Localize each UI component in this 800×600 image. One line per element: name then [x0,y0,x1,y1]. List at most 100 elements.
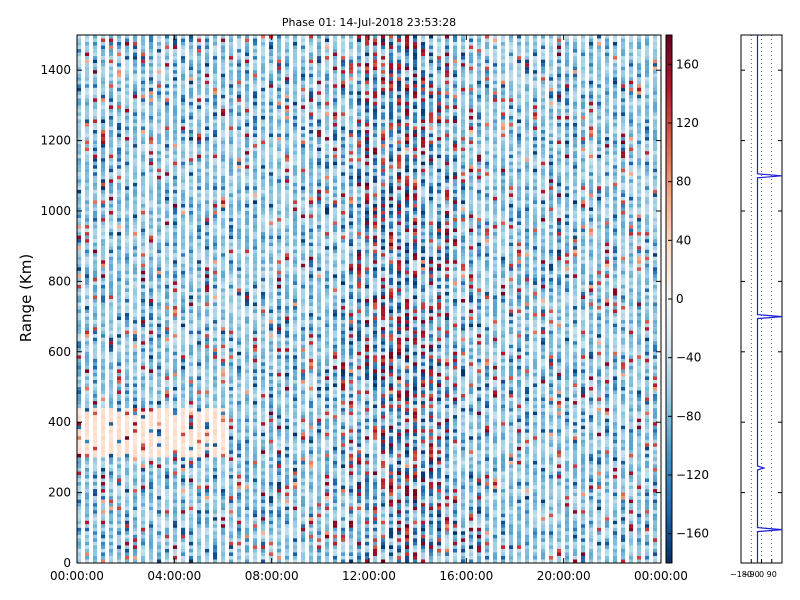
heatmap-cell [237,267,242,271]
heatmap-cell [221,496,226,500]
heatmap-cell [277,161,282,166]
heatmap-cell [277,545,282,550]
heatmap-cell [181,218,186,222]
heatmap-cell [333,372,338,377]
heatmap-cell [189,260,194,264]
heatmap-cell [245,478,250,483]
heatmap-cell [165,337,170,342]
heatmap-cell [301,277,306,282]
heatmap-cell [293,80,298,85]
heatmap-cell [109,281,114,286]
heatmap-cell [341,59,346,64]
heatmap-cell [109,228,114,233]
heatmap-cell [301,115,306,120]
heatmap-cell [149,534,154,539]
heatmap-cell [221,520,226,525]
heatmap-cell [325,313,330,317]
heatmap-cell [141,534,146,539]
heatmap-cell [317,101,322,106]
heatmap-cell [149,38,154,43]
heatmap-cell [109,379,114,384]
heatmap-cell [157,130,162,134]
heatmap-cell [125,422,130,426]
heatmap-cell [85,246,90,250]
heatmap-cell [285,253,290,257]
heatmap-cell [133,425,138,430]
heatmap-cell [253,172,258,176]
heatmap-cell [317,394,322,398]
heatmap-cell [133,365,138,370]
heatmap-cell [165,123,170,127]
heatmap-cell [261,527,266,532]
heatmap-cell [149,309,154,314]
heatmap-cell [333,401,338,405]
heatmap-cell [189,63,194,67]
heatmap-cell [245,302,250,307]
heatmap-cell [221,541,226,546]
heatmap-cell [149,394,154,398]
heatmap-cell [85,436,90,440]
heatmap-cell [141,313,146,317]
heatmap-cell [133,115,138,120]
heatmap-cell [157,545,162,550]
heatmap-cell [173,387,178,391]
heatmap-cell [213,147,218,152]
heatmap-cell [229,137,234,141]
heatmap-cell [229,151,234,155]
heatmap-cell [213,161,218,166]
heatmap-cell [213,59,218,64]
heatmap-cell [333,165,338,169]
heatmap-cell [149,52,154,57]
heatmap-cell [117,256,122,261]
heatmap-cell [213,98,218,102]
heatmap-cell [213,309,218,314]
heatmap-cell [93,207,98,212]
heatmap-cell [93,295,98,300]
heatmap-cell [237,189,242,194]
heatmap-cell [133,443,138,447]
heatmap-cell [253,211,258,215]
heatmap-cell [197,337,202,342]
heatmap-cell [149,94,154,99]
heatmap-cell [85,112,90,117]
heatmap-cell [285,418,290,423]
heatmap-cell [189,510,194,514]
heatmap-cell [197,467,202,472]
heatmap-cell [333,436,338,440]
heatmap-cell [261,45,266,50]
heatmap-cell [101,42,106,46]
heatmap-cell [301,256,306,261]
heatmap-cell [269,108,274,113]
heatmap-cell [93,323,98,328]
heatmap-cell [149,327,154,331]
heatmap-cell [181,123,186,127]
heatmap-cell [245,253,250,257]
heatmap-cell [309,123,314,127]
heatmap-cell [269,179,274,183]
heatmap-cell [101,200,106,205]
heatmap-cell [245,73,250,78]
heatmap-cell [253,151,258,155]
heatmap-cell [133,306,138,310]
heatmap-cell [125,63,130,67]
heatmap-cell [309,513,314,518]
heatmap-cell [253,80,258,85]
heatmap-cell [197,436,202,440]
heatmap-cell [133,52,138,57]
heatmap-cell [93,84,98,88]
heatmap-cell [125,284,130,289]
heatmap-cell [77,277,82,282]
heatmap-cell [229,337,234,342]
heatmap-cell [269,341,274,345]
heatmap-cell [245,242,250,247]
heatmap-cell [165,151,170,155]
heatmap-cell [101,228,106,233]
heatmap-cell [109,45,114,50]
heatmap-cell [237,446,242,451]
heatmap-cell [285,302,290,307]
heatmap-cell [189,52,194,57]
heatmap-cell [221,108,226,113]
heatmap-cell [77,464,82,469]
heatmap-cell [85,394,90,398]
heatmap-cell [165,218,170,222]
